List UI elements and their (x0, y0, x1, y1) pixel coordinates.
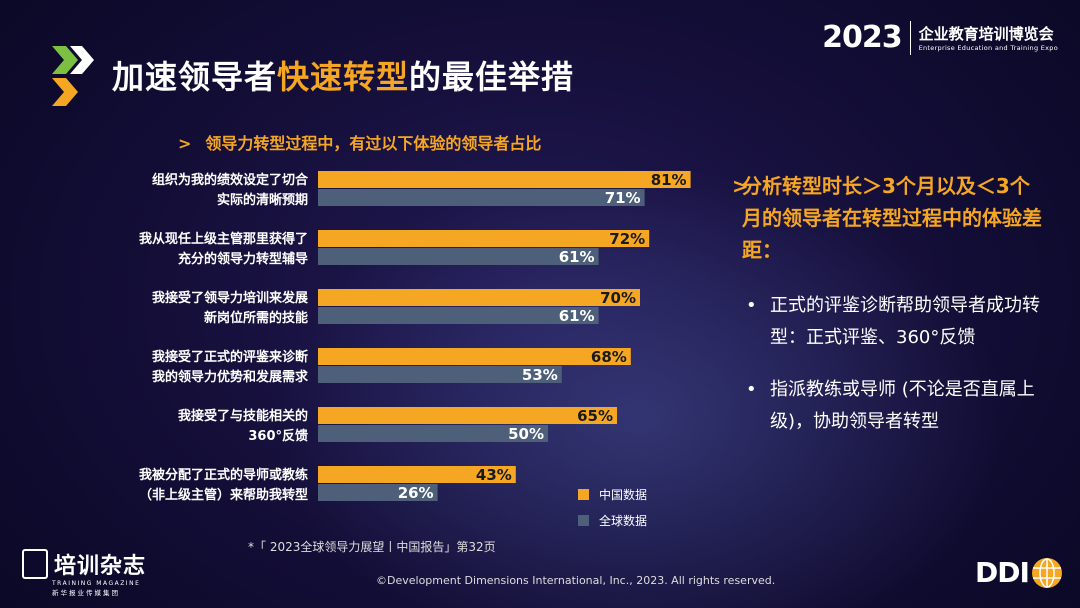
bullet-dot-icon: • (746, 295, 757, 316)
category-label: 我从现任上级主管那里获得了 (139, 231, 308, 247)
chevron-right-icon: > (732, 174, 749, 198)
category-label: （非上级主管）来帮助我转型 (139, 487, 308, 503)
data-label: 72% (609, 230, 645, 248)
bar-global (318, 484, 438, 501)
analysis-panel: > 分析转型时长＞3个月以及＜3个月的领导者在转型过程中的体验差距： • 正式的… (732, 170, 1042, 458)
bar-china (318, 230, 650, 247)
analysis-heading: > 分析转型时长＞3个月以及＜3个月的领导者在转型过程中的体验差距： (732, 170, 1042, 266)
footnote: *「 2023全球领导力展望丨中国报告」第32页 (248, 540, 496, 554)
category-label: 我的领导力优势和发展需求 (152, 369, 309, 385)
data-label: 53% (522, 366, 558, 384)
chart-subtitle: > 领导力转型过程中，有过以下体验的领导者占比 (178, 130, 541, 154)
category-label: 新岗位所需的技能 (204, 310, 308, 326)
category-label: 我被分配了正式的导师或教练 (139, 467, 308, 483)
category-label: 我接受了与技能相关的 (178, 408, 308, 424)
legend-item-global: 全球数据 (578, 512, 647, 529)
category-label: 充分的领导力转型辅导 (178, 251, 308, 267)
copyright: ©Development Dimensions International, I… (376, 574, 776, 587)
expo-name-en: Enterprise Education and Training Expo (918, 44, 1058, 52)
data-label: 71% (605, 189, 641, 207)
bar-global (318, 425, 548, 442)
magazine-badge-icon (22, 549, 48, 579)
analysis-bullet: • 指派教练或导师 (不论是否直属上级)，协助领导者转型 (742, 374, 1042, 438)
data-label: 70% (600, 289, 636, 307)
data-label: 43% (476, 466, 512, 484)
analysis-heading-text: 分析转型时长＞3个月以及＜3个月的领导者在转型过程中的体验差距： (742, 174, 1042, 262)
bar-global (318, 307, 599, 324)
category-label: 组织为我的绩效设定了切合 (152, 172, 309, 188)
analysis-bullets: • 正式的评鉴诊断帮助领导者成功转型：正式评鉴、360°反馈 • 指派教练或导师… (742, 290, 1042, 438)
bar-china (318, 348, 631, 365)
brand-chevron-icon (52, 46, 94, 106)
category-label: 实际的清晰预期 (217, 192, 308, 208)
data-label: 65% (577, 407, 613, 425)
bar-global (318, 248, 599, 265)
data-label: 50% (508, 425, 544, 443)
bar-china (318, 289, 640, 306)
legend-swatch-china (578, 489, 589, 500)
data-label: 26% (398, 484, 434, 502)
bullet-dot-icon: • (746, 379, 757, 400)
bar-china (318, 466, 516, 483)
expo-divider (909, 20, 911, 55)
bar-global (318, 366, 562, 383)
data-label: 81% (651, 171, 687, 189)
bar-china (318, 171, 691, 188)
training-magazine-logo: 培训杂志 TRAINING MAGAZINE 新华报业传媒集团 (22, 548, 146, 597)
bar-global (318, 189, 645, 206)
globe-icon (1031, 557, 1062, 588)
expo-logo: 2023 企业教育培训博览会 Enterprise Education and … (822, 20, 1058, 55)
page-title: 加速领导者快速转型的最佳举措 (112, 58, 575, 96)
category-label: 我接受了领导力培训来发展 (152, 290, 309, 306)
category-label: 360°反馈 (248, 428, 308, 444)
legend-item-china: 中国数据 (578, 486, 647, 503)
data-label: 61% (559, 307, 595, 325)
chart-legend: 中国数据 全球数据 (578, 486, 647, 538)
analysis-bullet: • 正式的评鉴诊断帮助领导者成功转型：正式评鉴、360°反馈 (742, 290, 1042, 354)
ddi-logo: DDI (975, 556, 1062, 589)
bar-china (318, 407, 617, 424)
category-label: 我接受了正式的评鉴来诊断 (152, 349, 308, 365)
expo-name-cn: 企业教育培训博览会 (918, 25, 1054, 43)
chevron-right-icon: > (178, 134, 192, 153)
expo-year: 2023 (822, 20, 902, 55)
legend-swatch-global (578, 515, 589, 526)
data-label: 61% (559, 248, 595, 266)
data-label: 68% (591, 348, 627, 366)
chart-subtitle-text: 领导力转型过程中，有过以下体验的领导者占比 (205, 134, 542, 153)
